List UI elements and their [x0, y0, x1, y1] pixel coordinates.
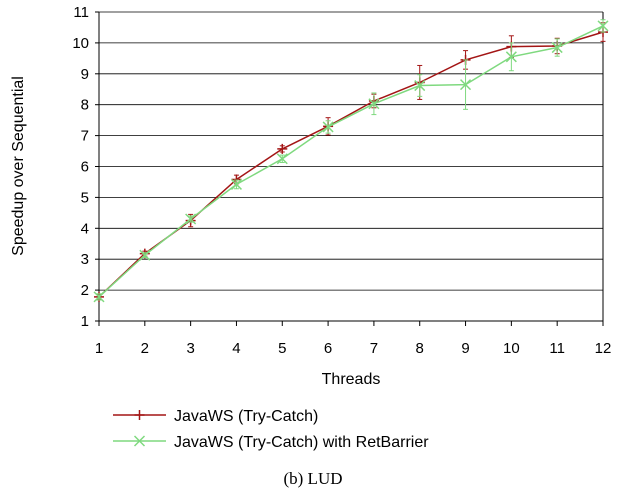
data-point — [230, 178, 242, 190]
x-marker-b — [368, 98, 380, 110]
series-2 — [93, 19, 609, 303]
legend: JavaWS (Try-Catch) JavaWS (Try-Catch) wit… — [113, 408, 429, 451]
data-point — [134, 410, 145, 420]
x-tick-label: 9 — [461, 340, 469, 357]
series-layer — [93, 19, 609, 303]
x-marker-b — [505, 51, 517, 63]
x-marker-b — [460, 79, 472, 91]
data-point — [277, 143, 288, 154]
x-tick-label: 8 — [416, 340, 424, 357]
figure-caption: (b) LUD — [283, 469, 342, 488]
x-marker-b — [414, 80, 426, 92]
legend-entry-2: JavaWS (Try-Catch) with RetBarrier — [113, 434, 429, 451]
legend-entry-1: JavaWS (Try-Catch) — [113, 408, 318, 425]
data-point — [133, 435, 146, 447]
x-marker-b — [185, 213, 197, 225]
data-point — [414, 80, 426, 92]
x-tick-label: 1 — [95, 340, 103, 357]
y-tick-label: 11 — [73, 4, 89, 21]
y-tick-label: 1 — [81, 313, 89, 330]
y-tick-label: 7 — [81, 128, 89, 145]
data-point — [460, 79, 472, 91]
data-point — [368, 98, 380, 110]
data-point — [322, 121, 334, 133]
legend-label: JavaWS (Try-Catch) — [174, 408, 318, 425]
x-marker-b — [139, 249, 151, 261]
data-point — [551, 42, 563, 54]
y-tick-label: 2 — [81, 282, 89, 299]
data-point — [185, 213, 197, 225]
x-tick-label: 10 — [503, 340, 520, 357]
axis-layer — [95, 11, 604, 326]
x-marker-b — [93, 291, 105, 303]
series-line — [98, 31, 604, 298]
legend-label: JavaWS (Try-Catch) with RetBarrier — [174, 434, 429, 451]
data-point — [93, 291, 105, 303]
x-marker-b — [230, 178, 242, 190]
x-marker-b — [133, 435, 146, 447]
data-point — [276, 153, 288, 165]
x-tick-label: 3 — [186, 340, 194, 357]
data-point — [139, 249, 151, 261]
x-marker-b — [322, 121, 334, 133]
series-line — [98, 25, 604, 298]
x-axis-title: Threads — [322, 371, 381, 388]
x-tick-label: 6 — [324, 340, 332, 357]
series-1 — [94, 22, 608, 302]
y-tick-label: 8 — [81, 97, 89, 114]
y-tick-label: 5 — [81, 189, 89, 206]
grid-layer — [99, 11, 603, 291]
y-tick-label: 10 — [72, 35, 89, 52]
x-tick-label: 5 — [278, 340, 286, 357]
x-tick-label: 11 — [549, 340, 565, 357]
x-tick-label: 7 — [370, 340, 378, 357]
y-tick-label: 9 — [81, 66, 89, 83]
data-point — [505, 51, 517, 63]
y-tick-label: 6 — [81, 159, 89, 176]
x-marker-b — [551, 42, 563, 54]
x-tick-label: 4 — [232, 340, 240, 357]
y-tick-label: 4 — [81, 220, 89, 237]
data-point — [597, 20, 609, 32]
x-tick-label: 2 — [141, 340, 149, 357]
x-marker-b — [276, 153, 288, 165]
y-axis-title: Speedup over Sequential — [10, 76, 27, 256]
y-tick-label: 3 — [81, 251, 89, 268]
x-marker-b — [597, 20, 609, 32]
x-tick-label: 12 — [595, 340, 612, 357]
